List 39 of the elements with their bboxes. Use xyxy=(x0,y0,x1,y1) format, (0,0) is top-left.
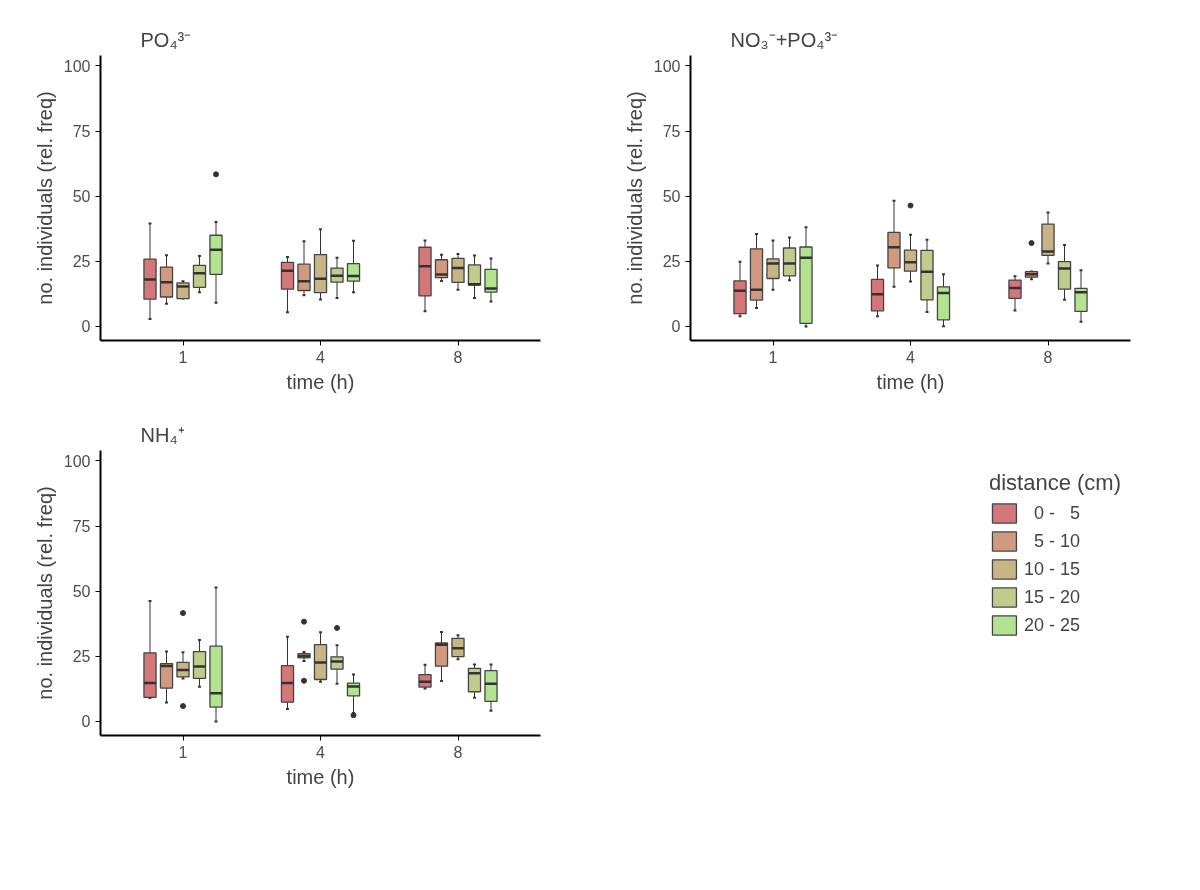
y-tick-label: 25 xyxy=(72,648,91,666)
x-tick-label: 8 xyxy=(453,743,463,761)
y-tick-label: 100 xyxy=(63,452,91,470)
y-tick-label: 50 xyxy=(662,188,681,206)
chart-title: NO₃⁻+PO₄³⁻ xyxy=(730,28,839,51)
y-tick-label: 25 xyxy=(72,253,91,271)
x-tick-label: 4 xyxy=(316,743,326,761)
y-tick-label: 0 xyxy=(81,713,91,731)
y-tick-label: 100 xyxy=(653,57,681,75)
x-tick-label: 1 xyxy=(768,348,778,366)
x-tick-label: 4 xyxy=(906,348,916,366)
x-tick-label: 8 xyxy=(1043,348,1053,366)
x-tick-label: 4 xyxy=(316,348,326,366)
y-tick-label: 0 xyxy=(671,318,681,336)
y-tick-label: 100 xyxy=(63,57,91,75)
legend-label: 10 - 15 xyxy=(1023,558,1080,580)
legend-label: 5 - 10 xyxy=(1032,530,1080,552)
y-tick-label: 50 xyxy=(72,583,91,601)
chart-title: NH₄⁺ xyxy=(140,423,185,446)
y-tick-label: 50 xyxy=(72,188,91,206)
y-axis-title: no. individuals (rel. freq) xyxy=(33,486,56,700)
legend-label: 15 - 20 xyxy=(1023,586,1080,608)
y-tick-label: 75 xyxy=(72,518,91,536)
x-axis-title: time (h) xyxy=(286,765,355,788)
y-axis-title: no. individuals (rel. freq) xyxy=(33,91,56,305)
legend-label: 20 - 25 xyxy=(1023,614,1080,636)
x-tick-label: 1 xyxy=(178,743,188,761)
y-tick-label: 75 xyxy=(662,123,681,141)
chart-title: PO₄³⁻ xyxy=(140,28,192,51)
legend-title: distance (cm) xyxy=(988,470,1121,496)
x-tick-label: 1 xyxy=(178,348,188,366)
y-tick-label: 0 xyxy=(81,318,91,336)
x-axis-title: time (h) xyxy=(876,370,945,393)
x-tick-label: 8 xyxy=(453,348,463,366)
y-axis-title: no. individuals (rel. freq) xyxy=(623,91,646,305)
x-axis-title: time (h) xyxy=(286,370,355,393)
y-tick-label: 25 xyxy=(662,253,681,271)
y-tick-label: 75 xyxy=(72,123,91,141)
legend-label: 0 - 5 xyxy=(1032,502,1080,524)
